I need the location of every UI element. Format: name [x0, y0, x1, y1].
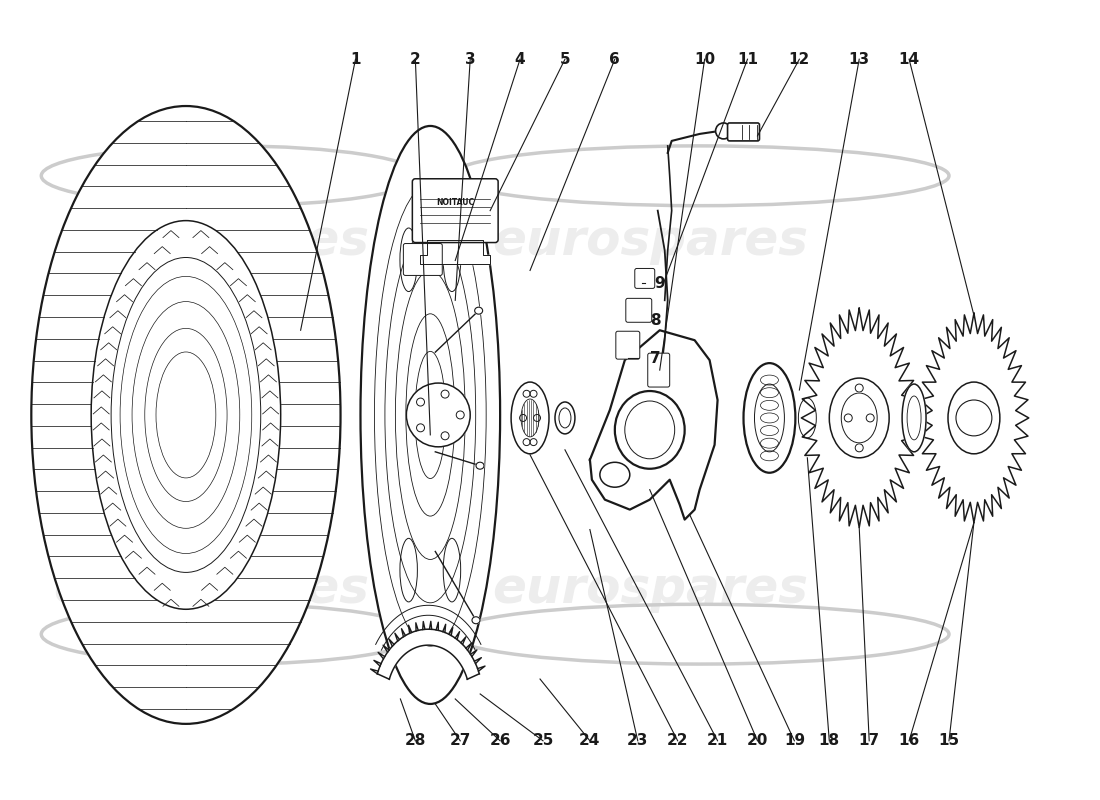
Ellipse shape	[799, 398, 816, 438]
Circle shape	[534, 414, 540, 422]
Ellipse shape	[361, 126, 500, 704]
Text: 17: 17	[859, 734, 880, 748]
Text: 13: 13	[849, 52, 870, 66]
Ellipse shape	[91, 221, 280, 610]
Circle shape	[530, 438, 537, 446]
Circle shape	[456, 411, 464, 419]
Text: 3: 3	[465, 52, 475, 66]
Text: 14: 14	[899, 52, 920, 66]
Circle shape	[866, 414, 874, 422]
Text: 7: 7	[650, 350, 661, 366]
Polygon shape	[802, 308, 917, 527]
Text: 28: 28	[405, 734, 426, 748]
FancyBboxPatch shape	[412, 178, 498, 242]
FancyBboxPatch shape	[648, 353, 670, 387]
Circle shape	[417, 424, 425, 432]
Circle shape	[417, 398, 425, 406]
Ellipse shape	[829, 378, 889, 458]
Circle shape	[845, 414, 853, 422]
Text: NOITAUC: NOITAUC	[437, 198, 474, 207]
Circle shape	[441, 390, 449, 398]
Polygon shape	[920, 314, 1028, 522]
Circle shape	[956, 400, 992, 436]
Text: 27: 27	[450, 734, 471, 748]
Text: 22: 22	[667, 734, 689, 748]
Ellipse shape	[472, 617, 480, 624]
Text: 5: 5	[560, 52, 570, 66]
Text: 20: 20	[747, 734, 768, 748]
Polygon shape	[420, 239, 491, 265]
Text: 10: 10	[694, 52, 715, 66]
Circle shape	[441, 432, 449, 440]
Text: 26: 26	[490, 734, 510, 748]
Text: 16: 16	[899, 734, 920, 748]
Text: 25: 25	[532, 734, 553, 748]
Ellipse shape	[475, 307, 483, 314]
Ellipse shape	[476, 462, 484, 469]
Ellipse shape	[902, 384, 926, 452]
Circle shape	[524, 390, 530, 398]
Circle shape	[406, 383, 470, 447]
Circle shape	[716, 123, 732, 139]
Circle shape	[855, 384, 864, 392]
Ellipse shape	[111, 258, 261, 572]
Text: 21: 21	[707, 734, 728, 748]
Ellipse shape	[556, 402, 575, 434]
Text: 9: 9	[654, 276, 666, 291]
FancyBboxPatch shape	[616, 331, 640, 359]
FancyBboxPatch shape	[727, 123, 759, 141]
Ellipse shape	[744, 363, 795, 473]
Text: 18: 18	[818, 734, 840, 748]
Circle shape	[519, 414, 527, 422]
Text: 24: 24	[580, 734, 601, 748]
FancyBboxPatch shape	[635, 269, 654, 288]
Circle shape	[855, 444, 864, 452]
Text: 11: 11	[737, 52, 758, 66]
Text: 6: 6	[609, 52, 620, 66]
Text: 8: 8	[650, 313, 661, 328]
Polygon shape	[590, 330, 717, 519]
Text: 12: 12	[789, 52, 810, 66]
Text: eurospares: eurospares	[492, 566, 807, 614]
Ellipse shape	[615, 391, 684, 469]
Text: eurospares: eurospares	[492, 217, 807, 265]
Ellipse shape	[948, 382, 1000, 454]
Text: 4: 4	[515, 52, 526, 66]
Circle shape	[530, 390, 537, 398]
Polygon shape	[377, 630, 480, 679]
FancyBboxPatch shape	[404, 243, 442, 275]
Text: 1: 1	[350, 52, 361, 66]
Text: 2: 2	[410, 52, 420, 66]
Ellipse shape	[31, 106, 341, 724]
Circle shape	[524, 438, 530, 446]
FancyBboxPatch shape	[626, 298, 651, 322]
Text: 15: 15	[938, 734, 959, 748]
Text: 23: 23	[627, 734, 649, 748]
Ellipse shape	[512, 382, 549, 454]
Text: eurospares: eurospares	[53, 566, 369, 614]
Text: 19: 19	[784, 734, 805, 748]
Ellipse shape	[600, 462, 630, 487]
Text: eurospares: eurospares	[53, 217, 369, 265]
